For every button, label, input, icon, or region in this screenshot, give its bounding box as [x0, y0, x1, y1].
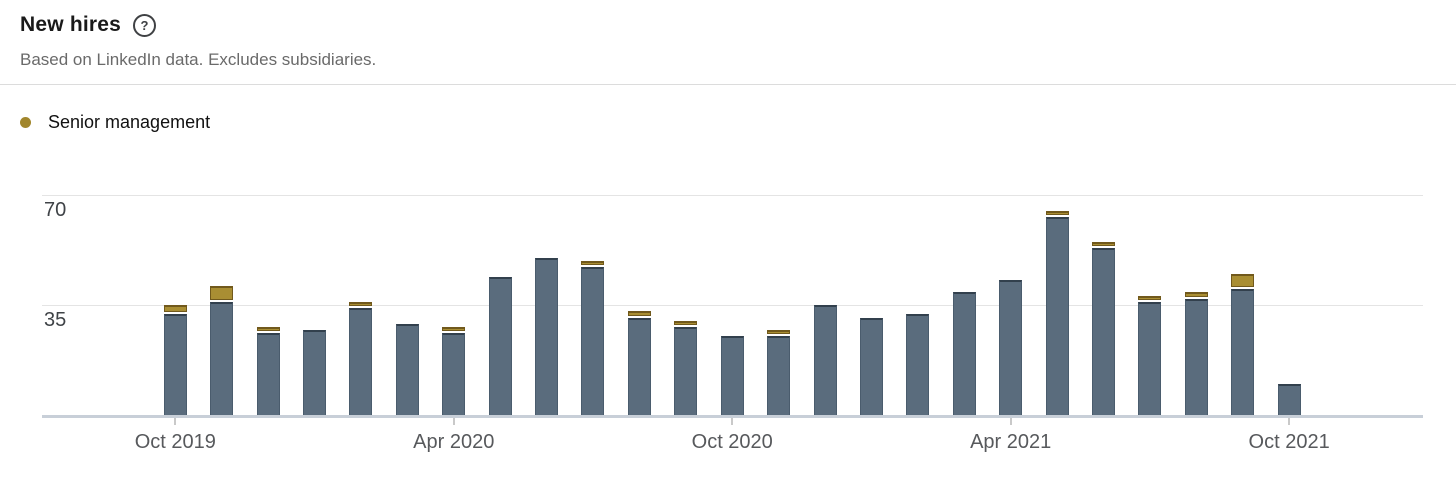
bar-aug-2021[interactable]: [1184, 292, 1208, 415]
bar-chart-plot-area: 70 35 Oct 2019 Apr 2020 Oct 2020 Apr 2021 Oct …: [42, 195, 1423, 453]
bar-jun-2020[interactable]: [535, 257, 559, 415]
bar-jan-2020[interactable]: [303, 330, 327, 415]
help-icon[interactable]: ?: [133, 13, 157, 37]
bar-segment-all-hires[interactable]: [210, 301, 234, 415]
bar-segment-all-hires[interactable]: [303, 330, 327, 415]
bar-mar-2020[interactable]: [395, 323, 419, 415]
bar-feb-2021[interactable]: [906, 314, 930, 415]
bar-jul-2020[interactable]: [581, 261, 605, 415]
bar-segment-all-hires[interactable]: [442, 333, 466, 415]
chart-legend: Senior management: [20, 112, 210, 133]
page-title: New hires: [20, 13, 122, 36]
bar-aug-2020[interactable]: [627, 311, 651, 415]
bar-segment-all-hires[interactable]: [349, 308, 373, 415]
x-axis-label-oct-2020: Oct 2020: [691, 431, 773, 453]
bar-segment-all-hires[interactable]: [535, 257, 559, 415]
bar-oct-2019[interactable]: [163, 305, 187, 415]
bar-segment-all-hires[interactable]: [1092, 248, 1115, 415]
senior-management-legend-dot: [20, 117, 31, 128]
help-icon-glyph: ?: [140, 17, 149, 33]
gridline-35: [42, 305, 1423, 306]
bar-segment-senior-management[interactable]: [256, 327, 280, 332]
bar-segment-all-hires[interactable]: [163, 314, 187, 415]
x-axis-label-oct-2021: Oct 2021: [1248, 431, 1330, 453]
x-axis-line: [42, 415, 1423, 418]
bar-segment-all-hires[interactable]: [256, 333, 280, 415]
bar-segment-all-hires[interactable]: [1138, 301, 1162, 415]
x-axis-tick-apr-2020: [452, 418, 455, 425]
bar-segment-all-hires[interactable]: [1277, 383, 1301, 415]
x-axis-tick-oct-2020: [731, 418, 734, 425]
bar-segment-senior-management[interactable]: [1092, 242, 1115, 247]
bar-may-2021[interactable]: [1045, 210, 1069, 415]
y-axis-label-70: 70: [44, 199, 67, 221]
bar-sep-2020[interactable]: [674, 320, 698, 415]
x-axis-label-apr-2020: Apr 2020: [413, 431, 495, 453]
bar-segment-all-hires[interactable]: [1045, 217, 1069, 415]
bar-segment-senior-management[interactable]: [581, 261, 605, 266]
bar-segment-senior-management[interactable]: [1045, 210, 1069, 215]
bar-segment-all-hires[interactable]: [720, 336, 744, 415]
x-axis-tick-oct-2019: [174, 418, 177, 425]
bar-segment-senior-management[interactable]: [1138, 295, 1162, 300]
bar-segment-all-hires[interactable]: [859, 317, 883, 415]
bar-jun-2021[interactable]: [1092, 242, 1115, 415]
bar-segment-all-hires[interactable]: [581, 267, 605, 415]
bar-dec-2019[interactable]: [256, 327, 280, 415]
bar-nov-2020[interactable]: [767, 330, 791, 415]
x-axis-label-apr-2021: Apr 2021: [970, 431, 1052, 453]
bar-apr-2020[interactable]: [442, 327, 466, 415]
bar-segment-all-hires[interactable]: [952, 292, 976, 415]
bar-segment-all-hires[interactable]: [488, 276, 512, 415]
y-axis-label-35: 35: [44, 309, 67, 331]
bar-segment-senior-management[interactable]: [442, 327, 466, 332]
bar-segment-all-hires[interactable]: [906, 314, 930, 415]
bar-segment-senior-management[interactable]: [163, 305, 187, 313]
header-divider: [0, 84, 1456, 85]
x-axis-tick-apr-2021: [1009, 418, 1012, 425]
bar-sep-2021[interactable]: [1231, 273, 1255, 415]
bar-apr-2021[interactable]: [999, 279, 1023, 415]
bar-segment-senior-management[interactable]: [210, 286, 234, 300]
bar-segment-senior-management[interactable]: [767, 330, 791, 335]
bar-mar-2021[interactable]: [952, 292, 976, 415]
bar-segment-all-hires[interactable]: [999, 279, 1023, 415]
gridline-70: [42, 195, 1423, 196]
bar-segment-senior-management[interactable]: [1231, 273, 1255, 288]
bar-oct-2020[interactable]: [720, 336, 744, 415]
bar-segment-all-hires[interactable]: [627, 317, 651, 415]
bar-dec-2020[interactable]: [813, 305, 837, 415]
bar-segment-senior-management[interactable]: [627, 311, 651, 316]
bar-segment-senior-management[interactable]: [349, 301, 373, 307]
bar-jan-2021[interactable]: [859, 317, 883, 415]
bar-oct-2021[interactable]: [1277, 383, 1301, 415]
bar-may-2020[interactable]: [488, 276, 512, 415]
bar-jul-2021[interactable]: [1138, 295, 1162, 415]
bar-segment-all-hires[interactable]: [395, 323, 419, 415]
bar-segment-senior-management[interactable]: [1184, 292, 1208, 297]
bar-nov-2019[interactable]: [210, 286, 234, 415]
bar-segment-all-hires[interactable]: [813, 305, 837, 415]
x-axis-tick-oct-2021: [1288, 418, 1291, 425]
bar-segment-senior-management[interactable]: [674, 320, 698, 325]
chart-header: New hires ?: [20, 13, 157, 37]
bar-feb-2020[interactable]: [349, 301, 373, 415]
bar-segment-all-hires[interactable]: [767, 336, 791, 415]
senior-management-legend-label: Senior management: [48, 112, 211, 132]
bar-segment-all-hires[interactable]: [1231, 289, 1255, 415]
chart-subtitle: Based on LinkedIn data. Excludes subsidi…: [20, 50, 377, 69]
bar-segment-all-hires[interactable]: [674, 327, 698, 415]
bar-segment-all-hires[interactable]: [1184, 298, 1208, 415]
x-axis-label-oct-2019: Oct 2019: [134, 431, 216, 453]
